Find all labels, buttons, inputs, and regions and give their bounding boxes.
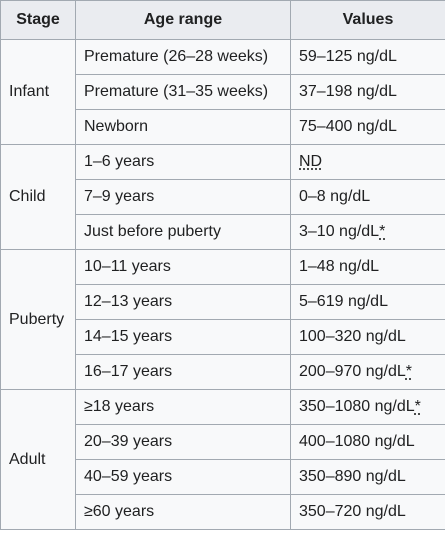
value-cell: 100–320 ng/dL [290,319,445,355]
value-text: 400–1080 ng/dL [299,433,415,450]
value-text: 350–1080 ng/dL [299,398,415,415]
value-cell: 37–198 ng/dL [290,74,445,110]
value-text: 0–8 ng/dL [299,188,371,205]
age-range-cell: 40–59 years [75,459,291,495]
reference-values-table: Stage Age range Values Infant Premature (… [0,0,445,530]
value-cell: 350–890 ng/dL [290,459,445,495]
stage-cell: Puberty [0,249,76,390]
value-text: 3–10 ng/dL [299,223,380,240]
table-body: Infant Premature (26–28 weeks) 59–125 ng/d… [0,39,445,530]
age-range-cell: 14–15 years [75,319,291,355]
value-cell: 0–8 ng/dL [290,179,445,215]
value-cell: ND [290,144,445,180]
value-cell: 350–1080 ng/dL* [290,389,445,425]
value-cell: 200–970 ng/dL* [290,354,445,390]
table-row: Adult ≥18 years 350–1080 ng/dL* [0,389,445,530]
table-row: ≥60 years 350–720 ng/dL [1,494,445,530]
value-cell: 5–619 ng/dL [290,284,445,320]
stage-cell: Child [0,144,76,250]
age-range-cell: 20–39 years [75,424,291,460]
age-range-cell: 12–13 years [75,284,291,320]
value-cell: 1–48 ng/dL [290,249,445,285]
table-row: Premature (31–35 weeks) 37–198 ng/dL [1,74,445,110]
value-text: 5–619 ng/dL [299,293,388,310]
age-range-cell: ≥18 years [75,389,291,425]
stage-cell: Infant [0,39,76,145]
value-cell: 75–400 ng/dL [290,109,445,145]
footnote-marker[interactable]: * [379,223,386,240]
age-range-cell: Premature (31–35 weeks) [75,74,291,110]
value-text: 75–400 ng/dL [299,118,397,135]
value-text: 350–890 ng/dL [299,468,406,485]
table-row: Puberty 10–11 years 1–48 ng/dL [0,249,445,390]
header-age-range: Age range [75,0,291,40]
age-range-cell: 10–11 years [75,249,291,285]
value-text: 1–48 ng/dL [299,258,380,275]
age-range-cell: ≥60 years [75,494,291,530]
footnote-marker[interactable]: * [405,363,413,380]
table-row: 16–17 years 200–970 ng/dL* [1,354,445,390]
table-row: Just before puberty 3–10 ng/dL* [1,214,445,250]
table-row: 12–13 years 5–619 ng/dL [1,284,445,320]
value-text: 350–720 ng/dL [299,503,406,520]
header-row: Stage Age range Values [0,0,445,40]
value-cell: 400–1080 ng/dL [290,424,445,460]
age-range-cell: Premature (26–28 weeks) [75,39,291,75]
footnote-marker[interactable]: * [414,398,421,415]
value-cell: 350–720 ng/dL [290,494,445,530]
value-text: 100–320 ng/dL [299,328,406,345]
age-range-cell: Just before puberty [75,214,291,250]
value-cell: 3–10 ng/dL* [290,214,445,250]
age-range-cell: Newborn [75,109,291,145]
value-text: 37–198 ng/dL [299,83,397,100]
stage-cell: Adult [0,389,76,530]
age-range-cell: 7–9 years [75,179,291,215]
table-row: Child 1–6 years ND [0,144,445,250]
not-detectable-abbr[interactable]: ND [299,153,323,170]
header-stage: Stage [0,0,76,40]
age-range-cell: 1–6 years [75,144,291,180]
value-text: 200–970 ng/dL [299,363,406,380]
value-text: 59–125 ng/dL [299,48,397,65]
table-row: 7–9 years 0–8 ng/dL [1,179,445,215]
age-range-cell: 16–17 years [75,354,291,390]
table-row: 20–39 years 400–1080 ng/dL [1,424,445,460]
header-values: Values [290,0,445,40]
value-cell: 59–125 ng/dL [290,39,445,75]
table-row: Infant Premature (26–28 weeks) 59–125 ng/d… [0,39,445,145]
